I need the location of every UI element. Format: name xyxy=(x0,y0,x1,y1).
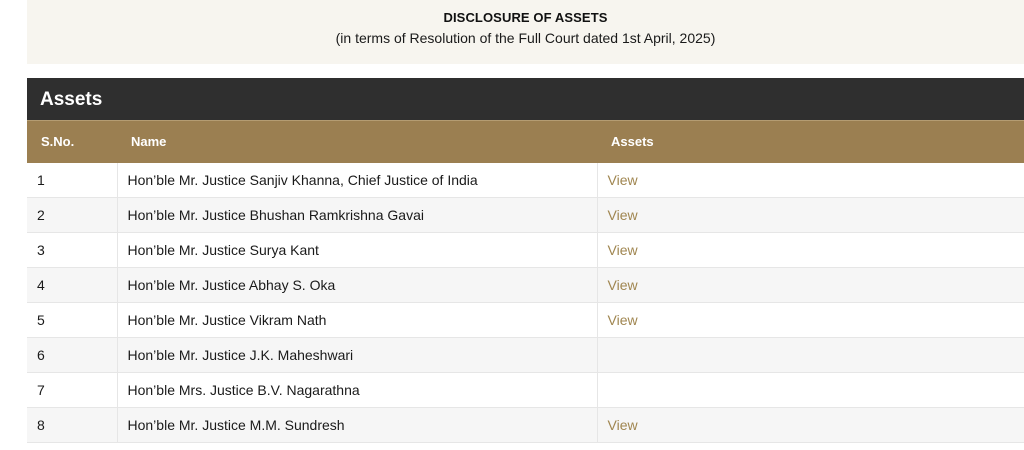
cell-sno: 5 xyxy=(27,302,118,338)
cell-assets xyxy=(597,372,1024,408)
cell-sno: 1 xyxy=(27,162,118,198)
header-sno: S.No. xyxy=(27,120,117,163)
cell-name: Hon’ble Mr. Justice Abhay S. Oka xyxy=(117,267,598,303)
cell-name: Hon’ble Mr. Justice Surya Kant xyxy=(117,232,598,268)
cell-name: Hon’ble Mr. Justice Sanjiv Khanna, Chief… xyxy=(117,162,598,198)
cell-assets: View xyxy=(597,267,1024,303)
table-row: 7 Hon’ble Mrs. Justice B.V. Nagarathna xyxy=(27,372,1024,408)
cell-name: Hon’ble Mr. Justice M.M. Sundresh xyxy=(117,407,598,443)
disclosure-notice: DISCLOSURE OF ASSETS (in terms of Resolu… xyxy=(27,0,1024,64)
view-assets-link[interactable]: View xyxy=(607,312,638,328)
cell-assets: View xyxy=(597,407,1024,443)
header-name: Name xyxy=(117,120,597,163)
cell-name: Hon’ble Mrs. Justice B.V. Nagarathna xyxy=(117,372,598,408)
table-row: 3 Hon’ble Mr. Justice Surya Kant View xyxy=(27,232,1024,268)
notice-subtitle: (in terms of Resolution of the Full Cour… xyxy=(335,30,716,46)
panel-title: Assets xyxy=(27,78,1024,120)
table-row: 8 Hon’ble Mr. Justice M.M. Sundresh View xyxy=(27,407,1024,443)
header-assets: Assets xyxy=(597,120,1024,163)
cell-name: Hon’ble Mr. Justice Bhushan Ramkrishna G… xyxy=(117,197,598,233)
table-row: 6 Hon’ble Mr. Justice J.K. Maheshwari xyxy=(27,337,1024,373)
cell-name: Hon’ble Mr. Justice Vikram Nath xyxy=(117,302,598,338)
table-row: 1 Hon’ble Mr. Justice Sanjiv Khanna, Chi… xyxy=(27,162,1024,198)
view-assets-link[interactable]: View xyxy=(607,207,638,223)
view-assets-link[interactable]: View xyxy=(607,171,638,188)
cell-sno: 2 xyxy=(27,197,118,233)
table-row: 5 Hon’ble Mr. Justice Vikram Nath View xyxy=(27,302,1024,338)
cell-assets: View xyxy=(597,232,1024,268)
cell-assets: View xyxy=(597,162,1024,198)
table-row: 2 Hon’ble Mr. Justice Bhushan Ramkrishna… xyxy=(27,197,1024,233)
assets-panel: Assets S.No. Name Assets 1 Hon’ble Mr. J… xyxy=(27,78,1024,443)
assets-table: S.No. Name Assets 1 Hon’ble Mr. Justice … xyxy=(27,120,1024,443)
cell-sno: 4 xyxy=(27,267,118,303)
notice-title: DISCLOSURE OF ASSETS xyxy=(443,10,608,25)
table-row: 4 Hon’ble Mr. Justice Abhay S. Oka View xyxy=(27,267,1024,303)
cell-sno: 3 xyxy=(27,232,118,268)
cell-assets: View xyxy=(597,302,1024,338)
table-header-row: S.No. Name Assets xyxy=(27,120,1024,163)
view-assets-link[interactable]: View xyxy=(607,277,638,293)
cell-sno: 7 xyxy=(27,372,118,408)
cell-assets xyxy=(597,337,1024,373)
cell-sno: 6 xyxy=(27,337,118,373)
cell-name: Hon’ble Mr. Justice J.K. Maheshwari xyxy=(117,337,598,373)
view-assets-link[interactable]: View xyxy=(607,417,638,433)
cell-assets: View xyxy=(597,197,1024,233)
view-assets-link[interactable]: View xyxy=(607,242,638,258)
cell-sno: 8 xyxy=(27,407,118,443)
